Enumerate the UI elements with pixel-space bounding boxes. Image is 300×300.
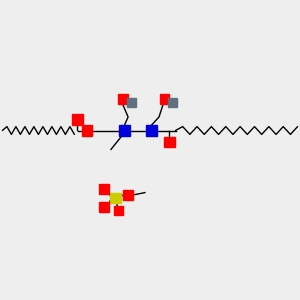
Bar [160, 94, 169, 104]
Bar [168, 98, 177, 107]
Bar [99, 184, 109, 194]
Bar [72, 114, 83, 124]
Bar [119, 125, 130, 136]
Bar [118, 94, 128, 104]
Bar [114, 206, 123, 215]
Bar [123, 190, 133, 200]
Bar [82, 125, 92, 136]
Bar [127, 98, 136, 107]
Bar [164, 136, 175, 147]
Bar [110, 193, 121, 203]
Bar [99, 202, 109, 212]
Bar [146, 125, 157, 136]
